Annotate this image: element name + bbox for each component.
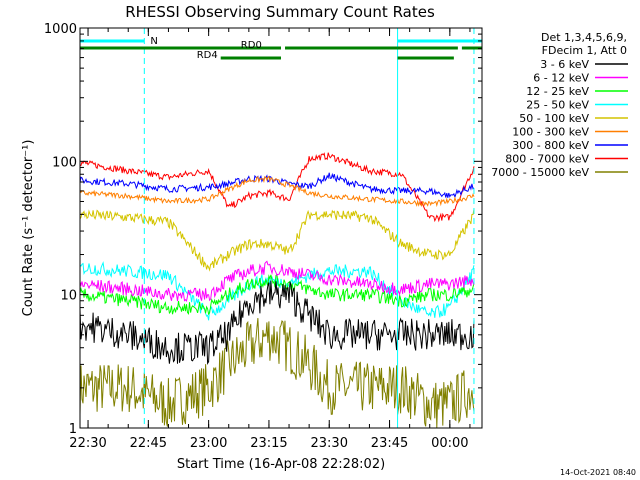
- legend-header-line-2: FDecim 1, Att 0: [542, 44, 627, 57]
- plot-frame: [79, 27, 483, 429]
- legend-label-1: 6 - 12 keV: [533, 72, 589, 85]
- y-tick-label-0: 1: [69, 422, 77, 437]
- x-tick-label-3: 23:15: [250, 436, 287, 451]
- series-line-50-100-kev: [79, 209, 475, 272]
- series-line-25-50-kev: [79, 261, 475, 321]
- flag-label-rd4: RD4: [197, 50, 218, 61]
- series-line-6-12-kev: [79, 260, 475, 303]
- series-line-7000-15000-kev: [79, 318, 475, 429]
- legend-label-5: 100 - 300 keV: [512, 126, 589, 139]
- legend-label-2: 12 - 25 keV: [526, 85, 589, 98]
- x-tick-label-1: 22:45: [130, 436, 167, 451]
- y-tick-label-1: 10: [60, 289, 77, 304]
- legend: Det 1,3,4,5,6,9, FDecim 1, Att 0 3 - 6 k…: [491, 31, 628, 179]
- timestamp: 14-Oct-2021 08:40: [560, 468, 636, 477]
- x-axis-label: Start Time (16-Apr-08 22:28:02): [177, 457, 385, 472]
- x-tick-label-2: 23:00: [190, 436, 227, 451]
- flag-label-n: N: [150, 36, 157, 47]
- legend-label-8: 7000 - 15000 keV: [491, 166, 589, 179]
- legend-label-0: 3 - 6 keV: [540, 58, 589, 71]
- flag-label-rd0: RD0: [241, 40, 262, 51]
- series-line-800-7000-kev: [79, 152, 475, 223]
- y-tick-label-2: 100: [52, 155, 77, 170]
- x-tick-label-4: 23:30: [311, 436, 348, 451]
- legend-header-line-1: Det 1,3,4,5,6,9,: [541, 31, 627, 44]
- legend-label-3: 25 - 50 keV: [526, 99, 589, 112]
- axes: 22:30 22:45 23:00 23:15 23:30 23:45 00:00 1 10 10…: [44, 22, 482, 451]
- y-axis-label: Count Rate (s⁻¹ detector⁻¹): [21, 140, 36, 317]
- legend-label-7: 800 - 7000 keV: [505, 153, 589, 166]
- y-tick-label-3: 1000: [44, 22, 77, 37]
- legend-label-6: 300 - 800 keV: [512, 139, 589, 152]
- chart-title: RHESSI Observing Summary Count Rates: [125, 3, 435, 21]
- series-line-100-300-kev: [79, 175, 475, 208]
- x-tick-label-0: 22:30: [69, 436, 106, 451]
- legend-label-4: 50 - 100 keV: [519, 112, 589, 125]
- series-line-3-6-kev: [79, 280, 475, 365]
- x-tick-label-6: 00:00: [431, 436, 468, 451]
- x-tick-label-5: 23:45: [371, 436, 408, 451]
